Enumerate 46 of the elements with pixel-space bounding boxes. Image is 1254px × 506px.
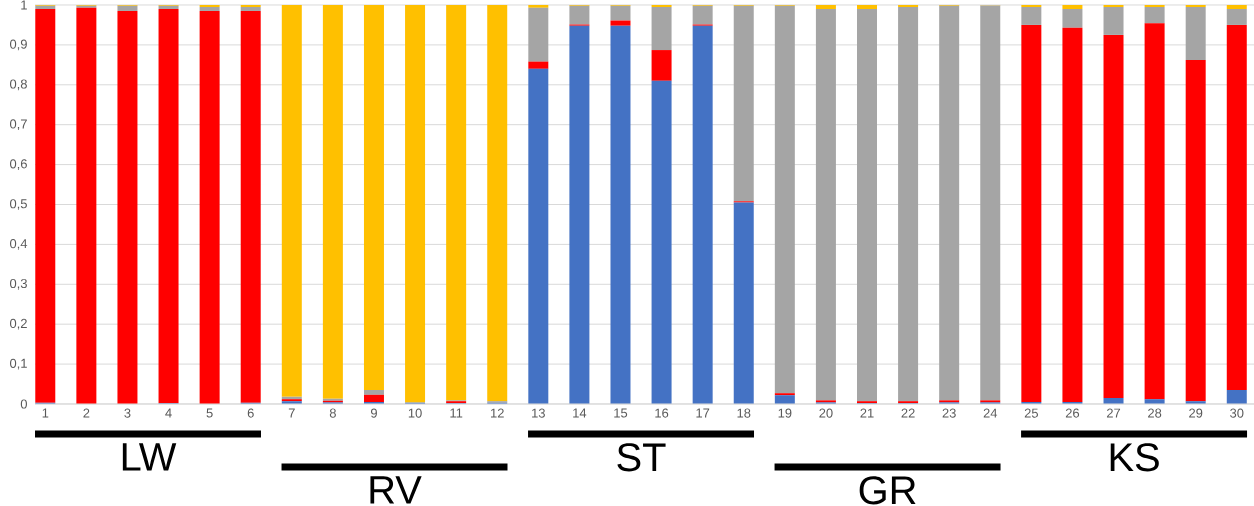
x-tick-label: 20 [819,408,833,418]
x-tick-label: 23 [942,408,956,418]
y-tick-label: 0,9 [9,39,27,51]
x-tick-label: 2 [83,408,90,418]
x-tick-label: 22 [901,408,915,418]
x-tick-label: 19 [778,408,792,418]
x-tick-label: 28 [1148,408,1162,418]
y-tick-label: 1 [21,0,27,10]
x-tick-label: 29 [1189,408,1203,418]
x-tick-label: 16 [655,408,669,418]
x-tick-label: 26 [1065,408,1080,418]
x-tick-label: 8 [329,408,336,418]
y-tick-label: 0,7 [9,119,27,131]
x-tick-label: 1 [42,408,49,418]
x-tick-label: 18 [737,408,751,418]
y-tick-label: 0,8 [9,79,27,91]
x-tick-label: 13 [532,408,545,418]
y-tick-label: 0,6 [9,159,27,170]
x-tick-label: 14 [573,408,587,418]
y-tick-label: 0,4 [9,239,28,250]
x-tick-label: 21 [860,408,874,418]
x-tick-label: 30 [1230,408,1244,418]
text: KS [1110,443,1159,472]
x-tick-label: 11 [450,408,463,418]
text: GR [859,476,916,505]
x-tick-label: 6 [247,408,254,418]
y-tick-label: 0,3 [9,278,27,290]
x-tick-label: 24 [983,408,998,418]
y-tick-label: 0,5 [9,199,27,210]
x-tick-label: 15 [614,408,628,418]
x-tick-label: 17 [696,408,710,418]
y-tick-label: 0 [20,399,27,409]
text: LW [122,443,177,471]
y-tick-label: 0,2 [9,318,27,330]
x-tick-label: 10 [408,408,422,418]
text: ST [617,443,666,472]
text: RV [370,476,422,504]
x-tick-label: 4 [165,408,172,418]
x-tick-label: 12 [491,408,504,418]
x-tick-label: 27 [1106,408,1121,418]
x-tick-label: 9 [370,408,377,418]
x-tick-label: 25 [1024,408,1038,418]
x-tick-label: 7 [288,408,295,418]
x-tick-label: 3 [124,408,131,418]
x-tick-label: 5 [206,408,213,418]
y-tick-label: 0,1 [9,358,27,370]
